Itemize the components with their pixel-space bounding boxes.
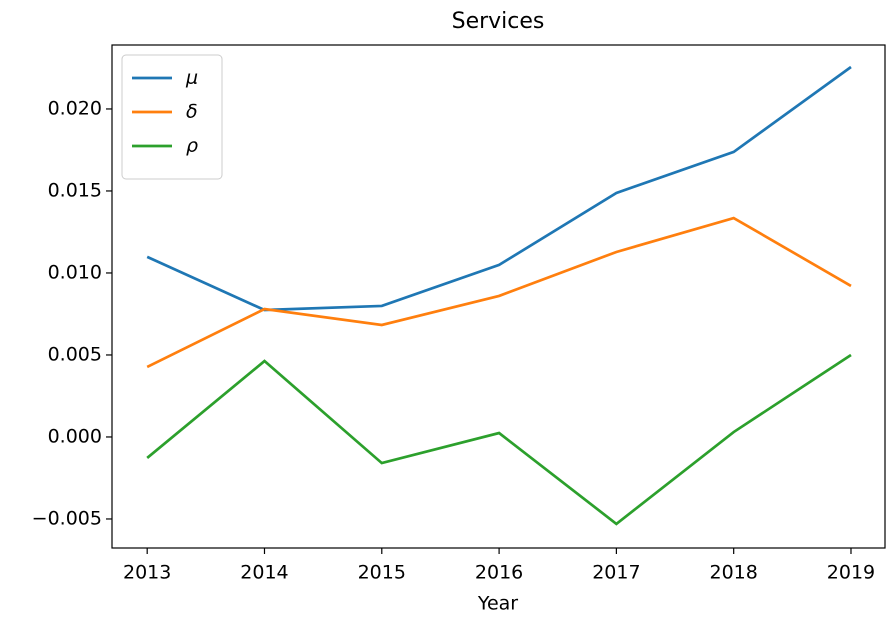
y-tick-label: 0.005 [48,343,102,365]
x-tick-label: 2017 [592,562,640,584]
series-line [146,353,852,526]
y-tick-label: 0.015 [48,179,102,201]
x-tick-label: 2018 [710,562,758,584]
x-tick-label: 2014 [240,562,288,584]
plot-frame [111,44,886,549]
x-tick-label: 2016 [475,562,523,584]
legend-label: μ [185,67,198,89]
x-tick-label: 2013 [123,562,171,584]
legend-label: ρ [186,135,198,157]
legend: μδρ [121,54,223,180]
y-tick-label: 0.010 [48,261,102,283]
series-line [146,65,852,312]
x-axis-label: Year [477,593,518,615]
y-tick-label: −0.005 [32,507,102,529]
series-line [146,216,852,369]
y-tick-label: 0.000 [48,425,102,447]
x-tick-label: 2019 [827,562,875,584]
chart-title: Services [452,9,545,34]
y-tick-label: 0.020 [48,97,102,119]
x-tick-label: 2015 [358,562,406,584]
legend-label: δ [186,101,198,123]
legend-box [121,54,223,180]
